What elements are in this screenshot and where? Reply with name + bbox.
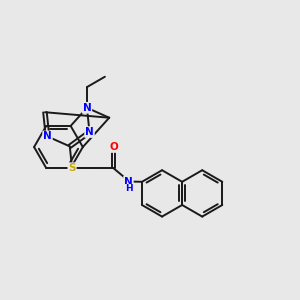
Text: S: S xyxy=(68,163,76,173)
Text: N: N xyxy=(43,131,52,142)
Text: O: O xyxy=(109,142,118,152)
Text: N: N xyxy=(82,103,91,113)
Text: N: N xyxy=(124,176,133,187)
Text: N: N xyxy=(85,127,94,137)
Text: H: H xyxy=(125,184,132,194)
